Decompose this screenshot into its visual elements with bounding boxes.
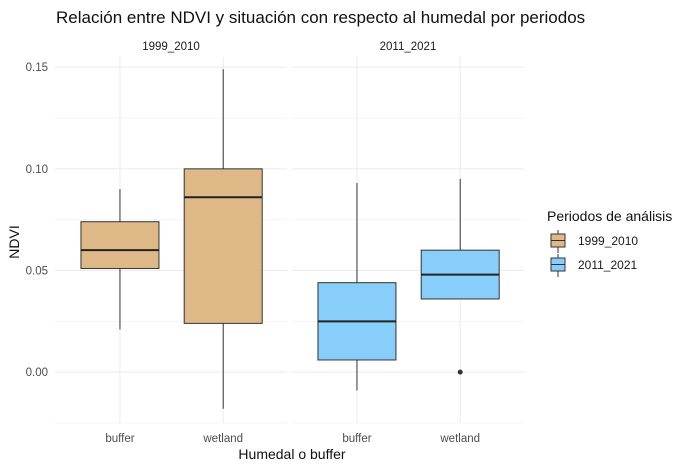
legend: Periodos de análisis 1999_2010 2011_2021 (547, 208, 672, 277)
box-1999_2010-wetland: wetland (183, 69, 263, 445)
box-iqr (80, 221, 160, 269)
x-tick-label: wetland (202, 433, 243, 445)
y-axis-title: NDVI (6, 225, 22, 258)
box-1999_2010-buffer: buffer (80, 189, 160, 445)
y-tick-label: 0.05 (26, 266, 48, 278)
x-tick-label: buffer (105, 433, 134, 445)
box-2011_2021-buffer: buffer (317, 183, 397, 445)
y-tick-label: 0.00 (26, 367, 48, 379)
y-axis: 0.00 0.05 0.10 0.15 (26, 62, 48, 379)
box-2011_2021-wetland: wetland (420, 179, 500, 445)
x-axis-title: Humedal o buffer (238, 446, 345, 462)
y-tick-label: 0.10 (26, 164, 48, 176)
strip-label: 1999_2010 (142, 41, 200, 53)
legend-label: 1999_2010 (578, 234, 638, 248)
x-tick-label: wetland (439, 433, 480, 445)
x-tick-label: buffer (342, 433, 371, 445)
y-tick-label: 0.15 (26, 62, 48, 74)
outlier-point (457, 369, 463, 375)
legend-title: Periodos de análisis (547, 208, 672, 224)
chart-title: Relación entre NDVI y situación con resp… (56, 8, 585, 27)
legend-item: 2011_2021 (550, 254, 638, 277)
box-iqr (183, 168, 263, 324)
strip-label: 2011_2021 (380, 41, 437, 53)
legend-label: 2011_2021 (578, 258, 638, 272)
legend-item: 1999_2010 (550, 230, 638, 253)
